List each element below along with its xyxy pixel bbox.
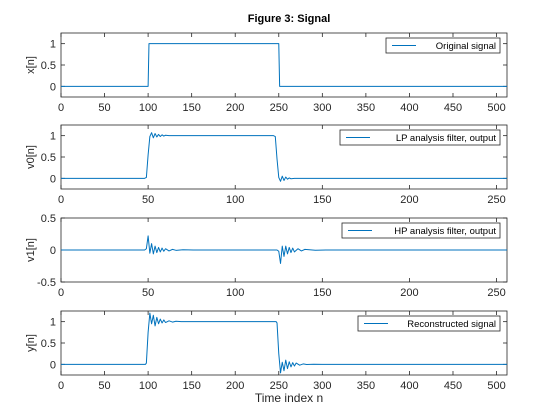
y-tick-label: 1 (50, 131, 56, 143)
subplot-1: 0 50 100 150 200 250 300 350 400 450 500 0 0.5 1 x[n] O… (25, 32, 508, 114)
legend-box (385, 37, 501, 54)
x-tick-label: 150 (313, 194, 331, 206)
y-tick-label: 1 (50, 39, 56, 51)
legend-box (339, 129, 501, 146)
legend-box (341, 222, 501, 239)
y-tick-label: 0.5 (41, 152, 56, 164)
x-tick-label: 150 (182, 380, 200, 392)
y-tick-label: 0 (50, 173, 56, 185)
x-tick-label: 50 (98, 380, 110, 392)
series-line (61, 43, 507, 87)
y-axis-label: y[n] (25, 334, 37, 352)
y-axis-label: v0[n] (25, 145, 37, 169)
y-axis-label: x[n] (25, 56, 37, 74)
subplot-2: 0 50 100 150 200 250 0 0.5 1 v0[n] LP analysis fil… (25, 124, 508, 206)
series-line (61, 132, 507, 182)
x-tick-label: 250 (487, 287, 505, 299)
x-tick-label: 200 (400, 287, 418, 299)
x-tick-label: 100 (139, 102, 157, 114)
x-tick-label: 150 (313, 287, 331, 299)
series-line (61, 235, 507, 264)
x-tick-label: 250 (487, 194, 505, 206)
x-tick-label: 0 (58, 102, 64, 114)
x-tick-label: 450 (444, 102, 462, 114)
y-tick-label: 0.5 (41, 213, 56, 225)
legend-label: LP analysis filter, output (396, 133, 497, 144)
series-line (61, 312, 507, 374)
y-tick-label: 0.5 (41, 60, 56, 72)
legend-box (357, 315, 501, 332)
x-tick-label: 500 (487, 102, 505, 114)
x-tick-label: 250 (270, 380, 288, 392)
y-tick-label: 1 (50, 317, 56, 329)
x-tick-label: 0 (58, 194, 64, 206)
legend-label: HP analysis filter, output (394, 226, 496, 237)
x-tick-label: 200 (226, 102, 244, 114)
x-tick-label: 100 (139, 380, 157, 392)
figure-xlabel: Time index n (255, 391, 323, 405)
legend: HP analysis filter, output (341, 222, 501, 239)
x-tick-label: 0 (58, 287, 64, 299)
x-tick-label: 100 (226, 194, 244, 206)
x-tick-label: 200 (400, 194, 418, 206)
x-tick-label: 400 (400, 102, 418, 114)
x-tick-label: 50 (142, 287, 154, 299)
x-tick-label: 0 (58, 380, 64, 392)
y-tick-label: 0 (50, 81, 56, 93)
legend: Original signal (385, 37, 501, 54)
figure-title: Figure 3: Signal (248, 13, 331, 25)
y-tick-label: 0.5 (41, 338, 56, 350)
legend-label: Reconstructed signal (407, 319, 496, 330)
x-tick-label: 350 (357, 102, 375, 114)
legend: LP analysis filter, output (339, 129, 501, 146)
x-tick-label: 500 (487, 380, 505, 392)
subplots: 0 50 100 150 200 250 300 350 400 450 50000.51x[n]O… (25, 32, 508, 392)
y-tick-label: 0 (50, 359, 56, 371)
legend: Reconstructed signal (357, 315, 501, 332)
x-tick-label: 200 (226, 380, 244, 392)
x-tick-label: 150 (182, 102, 200, 114)
subplot-4: 0 50 100 150 200 250 300 350 400 450 500 0 0.5 1 y[n] R… (25, 310, 508, 392)
legend-label: Original signal (436, 41, 496, 52)
x-tick-label: 250 (270, 102, 288, 114)
x-tick-label: 450 (444, 380, 462, 392)
x-tick-label: 400 (400, 380, 418, 392)
subplot-3: 0 50 100 150 200 250-0.500.5v1[n]HP analysis … (25, 213, 508, 299)
x-tick-label: 100 (226, 287, 244, 299)
x-tick-label: 350 (357, 380, 375, 392)
x-tick-label: 300 (313, 380, 331, 392)
x-tick-label: 50 (98, 102, 110, 114)
y-tick-label: -0.5 (37, 277, 56, 289)
x-tick-label: 300 (313, 102, 331, 114)
y-tick-label: 0 (50, 245, 56, 257)
y-axis-label: v1[n] (25, 238, 37, 262)
x-tick-label: 50 (142, 194, 154, 206)
